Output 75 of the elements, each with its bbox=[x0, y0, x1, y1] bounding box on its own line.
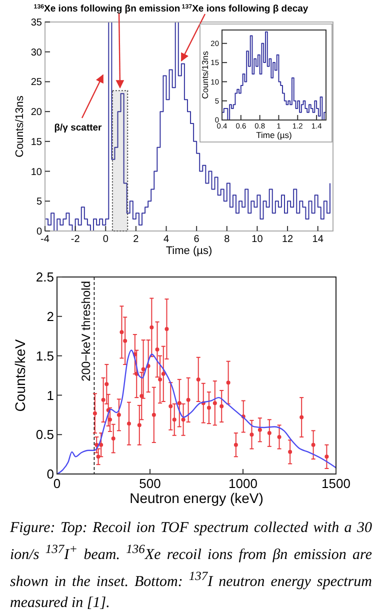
point bbox=[150, 325, 154, 330]
annotation: β/γ scatter bbox=[54, 122, 102, 134]
x-axis-title: Time (µs) bbox=[256, 130, 292, 140]
point bbox=[99, 442, 104, 447]
point bbox=[137, 423, 142, 428]
point bbox=[94, 442, 99, 447]
point bbox=[181, 418, 186, 422]
point bbox=[96, 454, 100, 459]
x-tick-label: 2 bbox=[133, 234, 140, 245]
point bbox=[186, 398, 190, 402]
y-tick-label: 10 bbox=[30, 166, 42, 178]
x-axis-title: Neutron energy (keV) bbox=[130, 490, 264, 506]
y-tick-label: 2 bbox=[46, 308, 54, 324]
annotation: $^{137}$Xe ions following β decay bbox=[182, 2, 309, 14]
x-axis-title: Time (µs) bbox=[166, 245, 212, 257]
x-tick-label: 1500 bbox=[322, 476, 350, 491]
y-axis-title: Counts/keV bbox=[12, 338, 28, 412]
point bbox=[158, 377, 162, 382]
x-tick-label: 0 bbox=[102, 234, 109, 245]
x-tick-label: 1000 bbox=[228, 476, 258, 491]
y-tick-label: 5 bbox=[36, 196, 42, 208]
y-tick-label: 0.5 bbox=[36, 427, 54, 442]
point bbox=[234, 442, 238, 447]
y-tick-label: 1.5 bbox=[36, 348, 54, 364]
point bbox=[172, 418, 176, 422]
y-tick-label: 0 bbox=[36, 226, 42, 238]
y-tick-label: 15 bbox=[30, 136, 42, 148]
point bbox=[152, 412, 156, 417]
y-axis-title: Counts/13ns bbox=[14, 95, 26, 158]
y-tick-label: 25 bbox=[30, 77, 42, 88]
point bbox=[324, 454, 329, 459]
annotation: $^{136}$Xe ions following βn emission bbox=[34, 2, 180, 14]
point bbox=[104, 382, 109, 386]
x-tick-label: 12 bbox=[282, 234, 294, 245]
x-tick-label: -2 bbox=[70, 234, 80, 245]
point bbox=[92, 411, 97, 416]
point bbox=[177, 401, 182, 406]
y-tick-label: 1 bbox=[46, 388, 54, 403]
point bbox=[250, 432, 254, 437]
x-tick-label: 10 bbox=[252, 234, 264, 245]
text: Figure: Top: Recoil ion TOF spectrum collected with a 30 ion/s $^{137}$I$^{+}$ beam. $^{136}$Xe recoil ions from βn emission are shown in the inset. Bottom: $^{137}$I neutron energy spectrum measured in [1]. bbox=[10, 520, 372, 611]
point bbox=[111, 436, 116, 441]
point bbox=[212, 401, 217, 406]
point bbox=[206, 406, 211, 410]
point bbox=[226, 380, 230, 385]
point bbox=[161, 372, 166, 376]
point bbox=[108, 418, 112, 422]
y-tick-label: 35 bbox=[30, 18, 42, 28]
point bbox=[120, 330, 124, 334]
point bbox=[220, 404, 224, 408]
point bbox=[277, 434, 282, 439]
point bbox=[116, 412, 121, 417]
y-tick-label: 30 bbox=[30, 47, 42, 58]
point bbox=[168, 404, 173, 408]
point bbox=[288, 450, 292, 454]
y-tick-label: 20 bbox=[30, 107, 42, 118]
point bbox=[155, 347, 160, 352]
point bbox=[267, 431, 272, 436]
ref-line-label: 200−keV threshold bbox=[79, 281, 94, 382]
point bbox=[300, 415, 304, 420]
y-tick-label: 2.5 bbox=[36, 270, 54, 285]
point bbox=[123, 338, 128, 343]
point bbox=[311, 442, 316, 447]
x-tick-label: 8 bbox=[224, 234, 230, 245]
x-tick-label: 14 bbox=[312, 234, 324, 245]
point bbox=[164, 327, 169, 332]
point bbox=[196, 377, 200, 382]
x-tick-label: 6 bbox=[194, 234, 200, 245]
point bbox=[126, 422, 131, 426]
point bbox=[101, 398, 106, 402]
point bbox=[258, 428, 262, 432]
x-tick-label: 4 bbox=[163, 234, 170, 245]
x-tick-label: -4 bbox=[40, 234, 50, 245]
y-axis-title: Counts/13ns bbox=[200, 51, 210, 99]
x-tick-label: 500 bbox=[139, 476, 161, 491]
